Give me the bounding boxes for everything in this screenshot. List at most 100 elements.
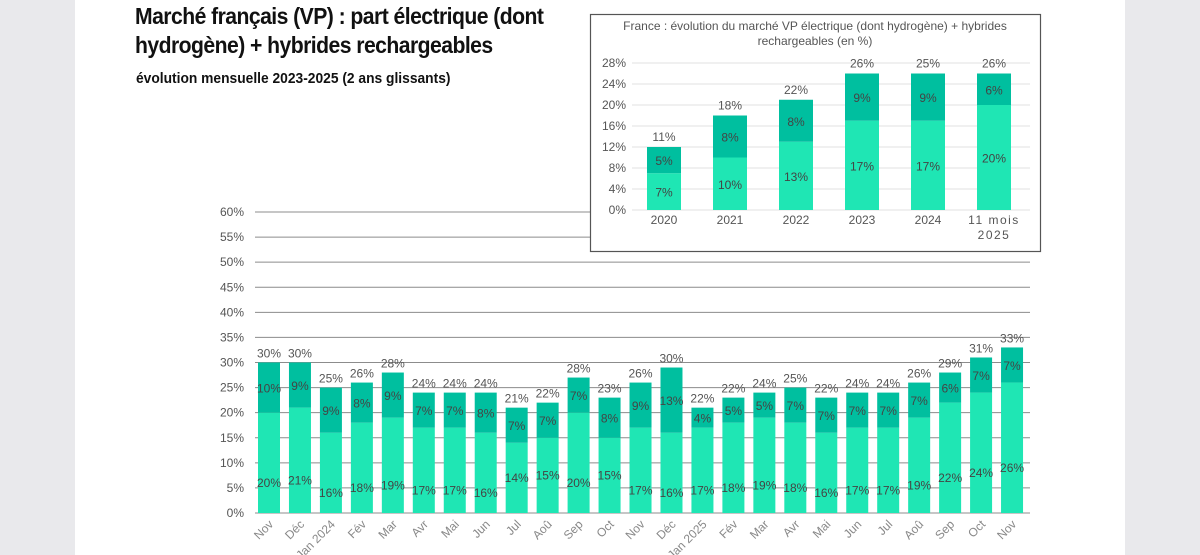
y-tick-label: 45%: [220, 280, 244, 294]
label-total: 24%: [412, 377, 436, 391]
bar-electric: [1001, 382, 1024, 513]
inset-label-electric: 20%: [982, 152, 1006, 166]
bar-electric: [567, 412, 590, 513]
bar-electric: [629, 427, 652, 513]
bar-phev: [288, 362, 311, 408]
y-tick-label: 20%: [220, 406, 244, 420]
label-total: 24%: [474, 377, 498, 391]
x-tick-label: Jun: [469, 517, 493, 541]
x-tick-label: Aoû: [901, 517, 926, 542]
label-total: 25%: [783, 372, 807, 386]
label-phev: 7%: [508, 419, 526, 433]
bar-electric: [474, 432, 497, 513]
x-tick-label: Mai: [810, 517, 834, 541]
label-electric: 16%: [474, 486, 498, 500]
bar-electric: [784, 422, 807, 513]
bar-electric: [970, 392, 993, 513]
x-tick-label: Oct: [965, 517, 989, 541]
page-subtitle: évolution mensuelle 2023-2025 (2 ans gli…: [136, 70, 451, 87]
inset-y-tick-label: 8%: [609, 161, 627, 175]
bar-phev: [319, 387, 342, 433]
bar-phev: [908, 382, 931, 418]
label-electric: 19%: [907, 478, 931, 492]
bar-phev: [660, 367, 683, 433]
label-phev: 9%: [291, 379, 309, 393]
inset-title-line2: rechargeables (en %): [758, 34, 873, 48]
inset-x-tick-label: 11 mois: [968, 213, 1020, 227]
inset-label-phev: 5%: [655, 154, 673, 168]
inset-label-total: 26%: [982, 57, 1006, 71]
inset-bar-electric: [977, 105, 1011, 210]
label-phev: 13%: [659, 394, 683, 408]
main-chart: 0% 5% 10% 15% 20% 25% 30% 35% 40% 45% 50% 55% 60% 20%…: [220, 205, 1030, 555]
label-phev: 9%: [632, 399, 650, 413]
y-tick-label: 55%: [220, 230, 244, 244]
bar-electric: [412, 427, 435, 513]
inset-label-phev: 9%: [853, 91, 871, 105]
inset-label-electric: 17%: [916, 159, 940, 173]
label-phev: 5%: [756, 399, 774, 413]
bar-electric: [753, 417, 776, 513]
inset-bar-phev: [713, 115, 747, 158]
bar-electric: [288, 407, 311, 513]
label-phev: 5%: [725, 404, 743, 418]
inset-label-phev: 9%: [919, 91, 937, 105]
x-tick-label: Fév: [716, 517, 740, 541]
label-total: 31%: [969, 341, 993, 355]
x-tick-label: Mai: [438, 517, 462, 541]
label-phev: 7%: [910, 394, 928, 408]
inset-bar-electric: [713, 157, 747, 210]
y-tick-label: 40%: [220, 305, 244, 319]
label-total: 25%: [319, 372, 343, 386]
x-tick-label: Sep: [932, 517, 957, 542]
y-tick-label: 5%: [227, 481, 245, 495]
inset-bar-electric: [845, 120, 879, 210]
label-electric: 26%: [1000, 461, 1024, 475]
inset-x-tick-label: 2020: [651, 213, 678, 227]
y-tick-label: 35%: [220, 330, 244, 344]
label-total: 26%: [350, 367, 374, 381]
label-phev: 7%: [539, 414, 557, 428]
inset-y-tick-label: 28%: [602, 56, 626, 70]
x-tick-label: Mar: [375, 517, 400, 542]
label-total: 21%: [505, 392, 529, 406]
label-total: 28%: [567, 362, 591, 376]
bar-electric: [846, 427, 869, 513]
label-electric: 18%: [783, 481, 807, 495]
label-electric: 24%: [969, 466, 993, 480]
label-phev: 9%: [384, 389, 402, 403]
bar-phev: [691, 407, 714, 428]
y-tick-label: 60%: [220, 205, 244, 219]
x-tick-label: Mar: [747, 517, 772, 542]
label-phev: 7%: [415, 404, 433, 418]
bar-electric: [691, 427, 714, 513]
label-electric: 17%: [443, 483, 467, 497]
inset-label-electric: 7%: [655, 186, 673, 200]
label-total: 33%: [1000, 331, 1024, 345]
bar-phev: [258, 362, 280, 413]
inset-label-total: 18%: [718, 99, 742, 113]
inset-y-tick-label: 4%: [609, 182, 627, 196]
inset-label-total: 25%: [916, 57, 940, 71]
inset-label-phev: 8%: [721, 131, 739, 145]
inset-label-total: 11%: [652, 130, 675, 144]
label-total: 30%: [257, 347, 281, 361]
bar-phev: [846, 392, 869, 428]
bar-phev: [474, 392, 497, 433]
inset-title-line1: France : évolution du marché VP électriq…: [623, 19, 1007, 33]
x-tick-label: Déc: [282, 517, 307, 542]
label-phev: 7%: [818, 409, 836, 423]
bar-phev: [753, 392, 776, 418]
y-tick-label: 50%: [220, 255, 244, 269]
label-phev: 7%: [1003, 359, 1021, 373]
page-title: Marché français (VP) : part électrique (…: [135, 3, 544, 58]
inset-x-tick-label: 2024: [915, 213, 942, 227]
bar-phev: [784, 387, 807, 423]
label-phev: 8%: [601, 412, 619, 426]
x-tick-label: Oct: [594, 517, 618, 541]
bar-phev: [939, 372, 962, 403]
bar-electric: [908, 417, 931, 513]
label-phev: 7%: [570, 389, 588, 403]
bar-electric: [598, 437, 621, 513]
